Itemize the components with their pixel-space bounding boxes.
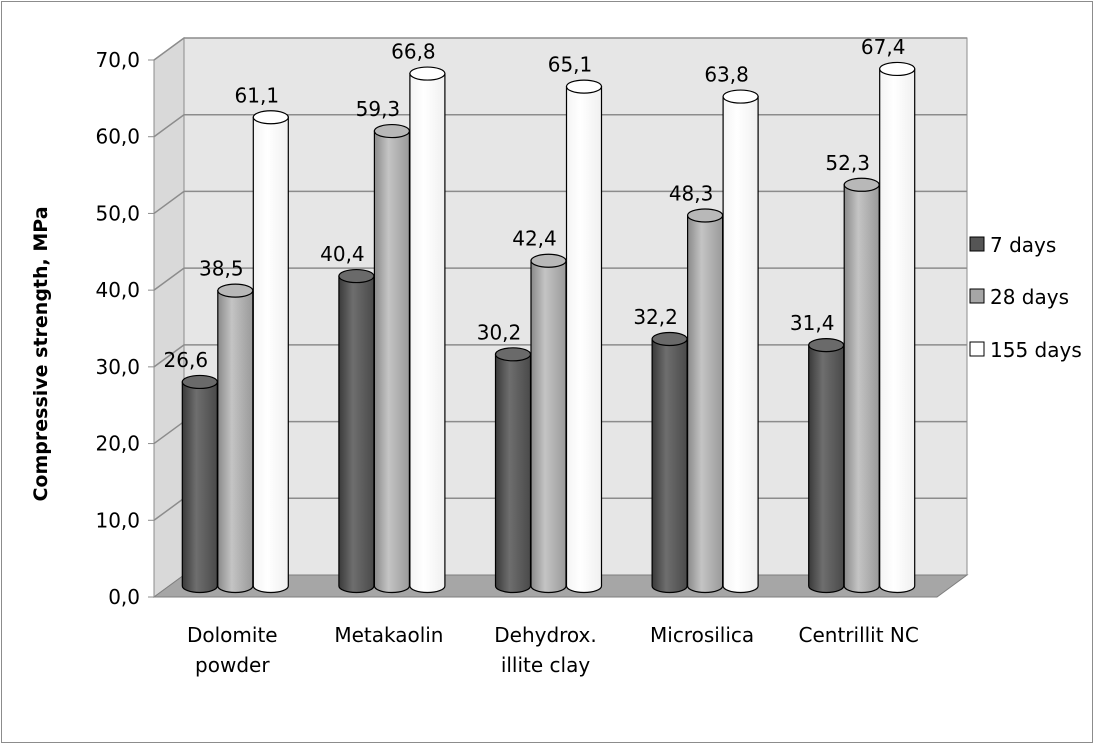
legend-label-155-days: 155 days: [990, 338, 1082, 362]
data-label: 32,2: [633, 305, 678, 329]
bar-group: [181, 61, 916, 594]
bar-top: [879, 61, 916, 77]
bar-top: [651, 331, 688, 347]
y-tick-label: 10,0: [95, 508, 140, 532]
bar-28-days: [373, 123, 410, 594]
data-label: 26,6: [164, 348, 209, 372]
bar-body: [217, 290, 254, 594]
category-label: Centrillit NC: [799, 623, 919, 647]
bar-top: [181, 374, 218, 390]
bar-7-days: [808, 338, 845, 594]
y-axis: 0,0 10,0 20,0 30,0 40,0 50,0 60,0 70,0: [95, 48, 155, 609]
bar-body: [373, 130, 410, 594]
y-tick-label: 30,0: [95, 355, 140, 379]
bar-body: [687, 214, 724, 594]
bar-body: [530, 260, 567, 594]
data-label: 52,3: [825, 151, 870, 175]
data-label: 42,4: [512, 227, 557, 251]
legend-swatch-7-days: [969, 236, 985, 252]
category-label: Dolomite powder: [187, 623, 278, 677]
bar-body: [409, 72, 446, 594]
bar-155-days: [565, 79, 603, 594]
bar-body: [879, 68, 916, 594]
data-label: 63,8: [704, 63, 749, 87]
bar-body: [565, 85, 603, 594]
data-label: 61,1: [235, 83, 280, 107]
legend-label-7-days: 7 days: [990, 233, 1056, 257]
bar-top: [722, 89, 759, 104]
legend: 7 days 28 days 155 days: [969, 233, 1082, 362]
legend-swatch-28-days: [969, 288, 985, 304]
bar-top: [338, 268, 375, 284]
y-tick-label: 40,0: [95, 278, 140, 302]
bar-body: [722, 95, 759, 594]
legend-label-28-days: 28 days: [990, 285, 1069, 309]
bar-body: [181, 381, 218, 594]
bar-7-days: [338, 268, 375, 594]
bar-top: [409, 66, 446, 81]
bar-body: [338, 275, 375, 594]
data-label: 67,4: [861, 35, 906, 59]
data-label: 65,1: [548, 53, 593, 77]
data-label: 30,2: [477, 320, 522, 344]
y-axis-label: Compressive strength, MPa: [30, 206, 52, 501]
bar-top: [565, 79, 603, 94]
bar-28-days: [530, 253, 567, 594]
gridline: [153, 190, 967, 215]
bar-155-days: [409, 66, 446, 594]
category-label: Dehydrox. illite clay: [494, 623, 597, 677]
bar-28-days: [686, 208, 724, 594]
bar-top: [843, 177, 880, 192]
data-label: 38,5: [199, 257, 244, 281]
bar-28-days: [843, 177, 880, 594]
bar-28-days: [217, 283, 254, 594]
gridline: [153, 37, 967, 61]
bar-body: [252, 116, 289, 594]
bar-top: [494, 347, 532, 362]
bar-top: [686, 208, 724, 223]
data-label: 40,4: [320, 242, 365, 266]
bar-body: [651, 338, 688, 594]
bar-155-days: [722, 89, 759, 594]
bar-top: [373, 123, 410, 139]
bar-top: [530, 253, 567, 268]
bar-body: [843, 184, 880, 594]
data-label: 48,3: [669, 181, 714, 205]
data-label: 59,3: [356, 97, 401, 121]
y-tick-label: 0,0: [108, 585, 140, 609]
category-label: Microsilica: [650, 623, 754, 647]
y-tick-label: 20,0: [95, 432, 140, 456]
category-label: Metakaolin: [334, 623, 443, 647]
data-label-group: 26,6 38,5 61,1 40,4 59,3 66,8 30,2 42,4 65,1 32,2…: [164, 35, 906, 372]
y-tick-label: 50,0: [95, 201, 140, 225]
side-wall: [153, 37, 185, 598]
bar-top: [808, 338, 845, 353]
x-axis: Dolomite powder Metakaolin Dehydrox. illite …: [187, 623, 919, 677]
data-label: 66,8: [391, 40, 436, 64]
y-tick-label: 70,0: [95, 48, 140, 72]
bar-7-days: [494, 347, 532, 594]
bar-7-days: [181, 374, 218, 594]
bar-155-days: [879, 61, 916, 594]
bar-top: [217, 283, 254, 298]
bar-body: [494, 353, 532, 594]
bar-body: [808, 344, 845, 594]
gridline: [153, 113, 967, 138]
bar-7-days: [651, 331, 688, 594]
legend-swatch-155-days: [969, 341, 985, 357]
data-label: 31,4: [790, 311, 835, 335]
bar-top: [252, 110, 289, 125]
y-tick-label: 60,0: [95, 125, 140, 149]
bar-155-days: [252, 110, 289, 594]
